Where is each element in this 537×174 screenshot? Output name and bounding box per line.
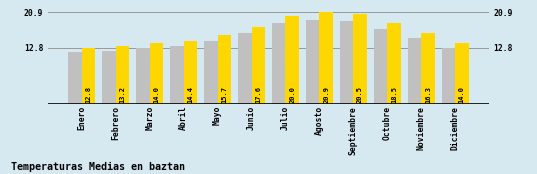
Text: 12.8: 12.8 xyxy=(86,86,92,103)
Text: 14.0: 14.0 xyxy=(459,86,465,103)
Bar xyxy=(184,41,197,104)
Bar xyxy=(306,20,320,104)
Bar xyxy=(150,43,163,104)
Text: 16.3: 16.3 xyxy=(425,86,431,103)
Text: 20.9: 20.9 xyxy=(323,86,329,103)
Bar xyxy=(204,41,217,104)
Bar xyxy=(421,33,435,104)
Bar xyxy=(251,27,265,104)
Text: 17.6: 17.6 xyxy=(255,86,262,103)
Text: 20.0: 20.0 xyxy=(289,86,295,103)
Bar xyxy=(68,53,82,104)
Bar xyxy=(272,23,286,104)
Text: 18.5: 18.5 xyxy=(391,86,397,103)
Bar xyxy=(340,21,353,104)
Bar xyxy=(408,38,421,104)
Bar xyxy=(170,46,184,104)
Bar xyxy=(353,14,367,104)
Text: 14.0: 14.0 xyxy=(154,86,159,103)
Bar xyxy=(82,48,96,104)
Bar xyxy=(116,46,129,104)
Bar xyxy=(286,16,299,104)
Text: 15.7: 15.7 xyxy=(221,86,227,103)
Text: Temperaturas Medias en baztan: Temperaturas Medias en baztan xyxy=(11,162,185,172)
Bar xyxy=(320,12,333,104)
Bar xyxy=(387,23,401,104)
Bar xyxy=(217,35,231,104)
Text: 13.2: 13.2 xyxy=(120,86,126,103)
Bar xyxy=(136,48,150,104)
Text: 14.4: 14.4 xyxy=(187,86,193,103)
Bar xyxy=(441,48,455,104)
Bar xyxy=(102,51,116,104)
Bar xyxy=(238,33,251,104)
Text: 20.5: 20.5 xyxy=(357,86,363,103)
Bar xyxy=(455,43,469,104)
Bar xyxy=(374,29,387,104)
